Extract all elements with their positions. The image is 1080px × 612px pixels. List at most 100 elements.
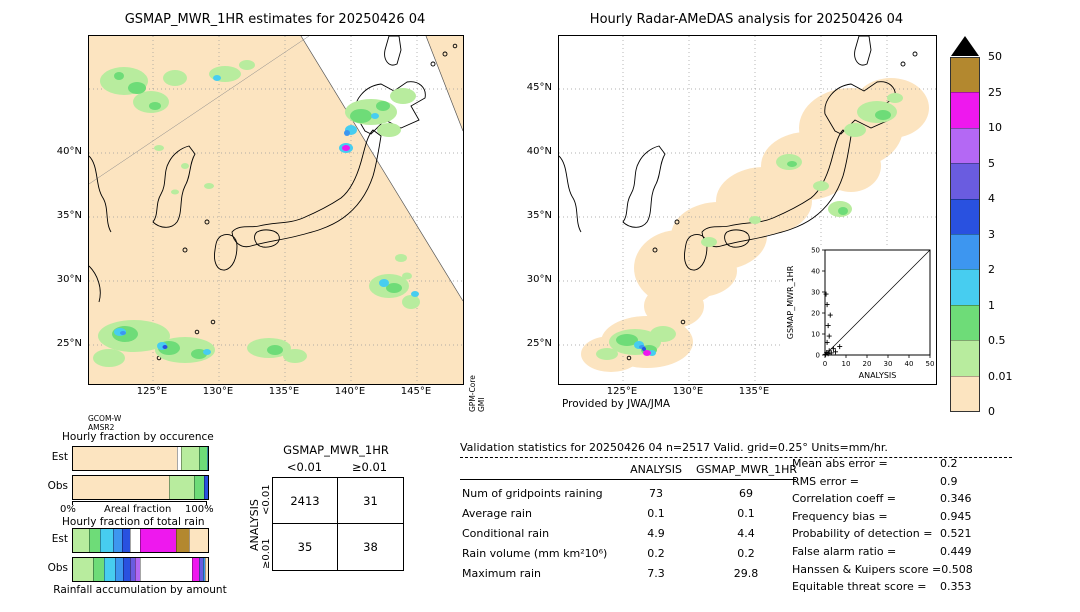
inset-scatter: 0 0 10 10 20 20 30 30 40 40 50 50 ANALYSIS GSMAP_MWR_…	[781, 246, 936, 384]
right-lat-35: 35°N	[526, 210, 552, 221]
bar-segment	[104, 558, 115, 581]
colorbar-segment	[951, 163, 979, 199]
bar-segment	[99, 529, 114, 552]
stats-row: Rain volume (mm km²10⁶) 0.2 0.2	[460, 545, 800, 565]
colorbar-labels: 50 25 10 5 4 3 2 1 0.5 0.01 0	[988, 36, 1024, 436]
metric-label: Hanssen & Kuipers score =	[792, 562, 942, 576]
contingency-cell: 35	[273, 524, 338, 570]
right-lat-30: 30°N	[526, 274, 552, 285]
colorbar-segment	[951, 375, 979, 412]
svg-text:40: 40	[811, 268, 820, 276]
colorbar-segment	[951, 304, 979, 341]
stats-col-analysis: ANALYSIS	[630, 463, 682, 476]
colorbar-overflow-arrow	[951, 36, 979, 56]
svg-text:30: 30	[811, 289, 820, 297]
right-map: 0 0 10 10 20 20 30 30 40 40 50 50 ANALYSIS GSMAP_MWR_…	[558, 35, 937, 385]
colorbar-tick-label: 1	[988, 298, 995, 312]
occurrence-title: Hourly fraction by occurence	[62, 431, 214, 443]
total-rain-est-bar	[72, 528, 209, 553]
stats-row: Maximum rain 7.3 29.8	[460, 565, 800, 585]
contingency-row-lt: <0.01	[261, 484, 272, 515]
colorbar-segment	[951, 92, 979, 128]
metric-label: Correlation coeff =	[792, 492, 896, 506]
colorbar-tick-label: 50	[988, 50, 1002, 63]
bar-segment	[140, 558, 192, 581]
bar-segment	[206, 447, 208, 470]
stats-metric: Mean abs error = 0.2	[792, 457, 1032, 475]
svg-text:0: 0	[816, 352, 820, 360]
svg-text:10: 10	[811, 331, 820, 339]
colorbar-tick-label: 25	[988, 85, 1002, 99]
metric-value: 0.945	[940, 509, 972, 523]
stats-row-label: Average rain	[462, 507, 532, 520]
metric-label: Equitable threat score =	[792, 580, 927, 594]
colorbar: 50 25 10 5 4 3 2 1 0.5 0.01 0	[950, 36, 1026, 436]
stats-row-value: 29.8	[733, 567, 759, 580]
precipitation-blobs	[596, 93, 903, 360]
stats-col-gsmap: GSMAP_MWR_1HR	[696, 463, 798, 476]
stats-metric: Equitable threat score = 0.353	[792, 580, 1032, 598]
occurrence-est-label: Est	[51, 451, 68, 463]
bar-segment	[135, 558, 141, 581]
bar-segment	[176, 447, 181, 470]
left-lat-40: 40°N	[56, 146, 82, 157]
svg-text:50: 50	[811, 247, 820, 255]
contingency-grid: 2413 31 35 38	[272, 477, 404, 571]
stats-row-value: 0.2	[647, 547, 665, 560]
bar-segment	[129, 558, 136, 581]
svg-text:GSMAP_MWR_1HR: GSMAP_MWR_1HR	[786, 265, 795, 339]
svg-text:50: 50	[926, 360, 935, 368]
stats-metrics: Mean abs error = 0.2 RMS error = 0.9 Correla…	[792, 457, 1032, 598]
metric-value: 0.449	[940, 544, 972, 558]
stats-metric: Probability of detection = 0.521	[792, 527, 1032, 545]
right-lon-130: 130°E	[672, 386, 704, 397]
contingency-cell: 2413	[273, 478, 338, 524]
metric-value: 0.521	[940, 527, 972, 541]
bar-segment	[121, 529, 130, 552]
left-map	[88, 35, 464, 385]
total-rain-est-label: Est	[51, 533, 68, 545]
inset-scatter-canvas: 00 10 10 20 20 30 30 40 40 50 50 ANALYSIS GSMAP_MWR_…	[786, 247, 935, 381]
colorbar-tick-label: 3	[988, 227, 995, 241]
colorbar-tick-label: 10	[988, 121, 1002, 134]
bar-segment	[202, 558, 206, 581]
colorbar-segment	[951, 269, 979, 305]
contingency-col-ge: ≥0.01	[351, 460, 388, 474]
stats-metric: Correlation coeff = 0.346	[792, 492, 1032, 510]
stats-row-value: 69	[739, 487, 753, 500]
axis-tick-100	[206, 501, 207, 505]
bar-segment	[73, 476, 169, 499]
contingency-row-axis: ANALYSIS	[248, 499, 261, 551]
right-lat-45: 45°N	[526, 82, 552, 93]
bar-segment	[73, 529, 90, 552]
bar-segment	[180, 447, 199, 470]
colorbar-tick-label: 2	[988, 263, 995, 276]
left-lon-140: 140°E	[334, 386, 366, 397]
colorbar-segment	[951, 198, 979, 235]
colorbar-tick-label: 5	[988, 156, 995, 170]
left-map-canvas	[89, 36, 463, 384]
bar-segment	[189, 529, 208, 552]
bar-segment	[203, 476, 208, 499]
colorbar-swatches	[950, 57, 980, 412]
bar-segment	[73, 447, 177, 470]
metric-label: Probability of detection =	[792, 527, 933, 541]
total-rain-obs-bar	[72, 557, 209, 582]
stats-row-label: Maximum rain	[462, 567, 541, 580]
radar-credit: Provided by JWA/JMA	[562, 398, 671, 410]
bar-segment	[168, 476, 195, 499]
left-lat-35: 35°N	[56, 210, 82, 221]
metric-label: Mean abs error =	[792, 457, 888, 470]
bar-segment	[73, 558, 94, 581]
axis-label-100pct: 100%	[185, 504, 214, 515]
contingency-title: GSMAP_MWR_1HR	[283, 443, 389, 457]
stats-row-label: Rain volume (mm km²10⁶)	[462, 547, 608, 560]
contingency-cell: 31	[338, 478, 403, 524]
stats-metric: Hanssen & Kuipers score =0.508	[792, 563, 1032, 581]
stats-row: Conditional rain 4.9 4.4	[460, 525, 800, 545]
areal-fraction-axis	[72, 501, 207, 502]
left-lon-125: 125°E	[136, 386, 168, 397]
metric-label: RMS error =	[792, 474, 859, 488]
stats-row-value: 4.4	[737, 527, 755, 540]
